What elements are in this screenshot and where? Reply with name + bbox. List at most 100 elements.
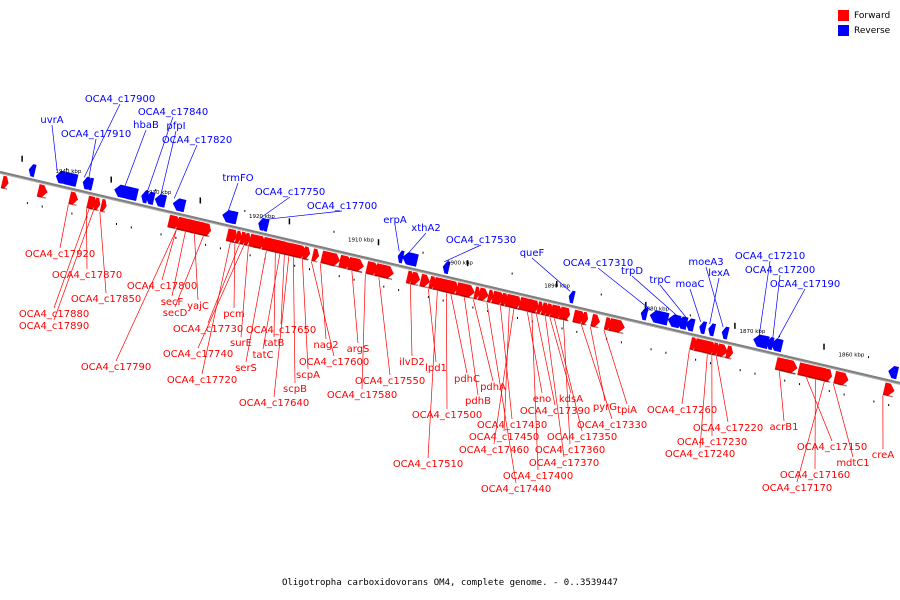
forward-gene-arrow [99, 198, 107, 213]
forward-gene-arrow [0, 175, 9, 190]
kbp-tick-label: 1900 kbp [447, 261, 473, 267]
forward-gene-label: pdhA [480, 382, 506, 393]
forward-gene-label: OCA4_c17350 [547, 432, 617, 443]
forward-gene-arrow [270, 238, 291, 256]
forward-gene-arrow [797, 362, 814, 379]
reverse-gene-arrow [258, 217, 267, 231]
forward-gene-label: OCA4_c17430 [477, 420, 547, 431]
reverse-gene-label: OCA4_c17190 [770, 279, 840, 290]
forward-gene-label: mdtC1 [836, 458, 869, 469]
forward-gene-leader [115, 229, 177, 362]
reverse-gene-leader [772, 274, 781, 339]
forward-gene-leader [681, 350, 690, 405]
reverse-gene-label: hbaB [133, 120, 159, 131]
genome-backbone [0, 170, 900, 385]
forward-gene-leader [161, 229, 177, 281]
forward-gene-label: OCA4_c17880 [19, 309, 89, 320]
forward-gene-arrow [419, 273, 431, 289]
reverse-gene-leader [227, 182, 239, 212]
reverse-gene-leader [689, 288, 702, 323]
forward-gene-leader [427, 288, 437, 363]
forward-gene-arrow [783, 359, 798, 375]
reverse-gene-label: OCA4_c17840 [138, 107, 208, 118]
reverse-gene-label: OCA4_c17900 [85, 94, 155, 105]
forward-gene-arrow [608, 318, 625, 335]
forward-gene-leader [699, 354, 708, 449]
forward-gene-arrow [774, 357, 786, 372]
forward-gene-label: argS [347, 344, 370, 355]
forward-gene-label: OCA4_c17920 [25, 249, 95, 260]
genome-caption: Oligotropha carboxidovorans OM4, complet… [282, 578, 618, 588]
reverse-gene-leader [758, 260, 771, 336]
reverse-gene-label: OCA4_c17200 [745, 265, 815, 276]
reverse-gene-arrow [114, 184, 131, 200]
reverse-gene-leader [259, 196, 291, 219]
reverse-gene-label: lexA [708, 268, 730, 279]
forward-gene-leader [409, 284, 413, 357]
reverse-gene-label: trmFO [222, 173, 253, 184]
forward-gene-label: pdhC [454, 374, 480, 385]
forward-gene-label: tpiA [617, 405, 637, 416]
reverse-gene-arrow [402, 252, 419, 267]
forward-gene-label: OCA4_c17440 [481, 484, 551, 495]
forward-gene-leader [233, 243, 236, 309]
forward-gene-leader [85, 208, 88, 270]
forward-gene-leader [806, 377, 833, 442]
forward-gene-arrow [477, 287, 489, 303]
forward-gene-arrow [302, 246, 311, 261]
forward-gene-label: tatB [264, 338, 285, 349]
forward-gene-arrow [572, 309, 586, 326]
forward-gene-leader [778, 371, 785, 422]
forward-gene-label: secD [163, 308, 188, 319]
forward-gene-arrow [590, 313, 601, 329]
forward-gene-label: surE [230, 338, 252, 349]
reverse-gene-leader [146, 116, 174, 193]
reverse-gene-leader [124, 129, 147, 187]
forward-gene-label: OCA4_c17160 [780, 470, 850, 481]
forward-gene-label: scpA [296, 370, 320, 381]
forward-gene-leader [351, 270, 359, 344]
forward-gene-label: eno [533, 394, 552, 405]
reverse-gene-leader [160, 130, 177, 196]
reverse-gene-leader [709, 277, 720, 325]
forward-gene-leader [796, 381, 825, 483]
forward-gene-arrow [837, 371, 849, 387]
forward-gene-leader [59, 204, 69, 249]
forward-gene-arrow [243, 232, 251, 247]
reverse-gene-arrow [658, 312, 670, 326]
forward-gene-arrow [518, 297, 538, 314]
forward-gene-leader [273, 252, 276, 338]
reverse-gene-label: OCA4_c17700 [307, 201, 377, 212]
reverse-gene-label: xthA2 [411, 223, 440, 234]
forward-gene-arrow [819, 367, 828, 382]
reverse-gene-arrow [766, 337, 775, 351]
reverse-gene-arrow [708, 323, 717, 337]
reverse-gene-arrow [442, 261, 451, 275]
forward-gene-arrow [882, 382, 895, 398]
reverse-gene-label: queF [520, 248, 545, 259]
reverse-gene-arrow [397, 250, 405, 264]
forward-gene-label: OCA4_c17640 [239, 398, 309, 409]
forward-gene-label: OCA4_c17240 [665, 449, 735, 460]
forward-gene-label: OCA4_c17790 [81, 362, 151, 373]
forward-gene-label: OCA4_c17850 [71, 294, 141, 305]
forward-gene-arrow [473, 286, 481, 301]
forward-gene-arrow [558, 306, 570, 322]
forward-gene-label: OCA4_c17370 [529, 458, 599, 469]
forward-gene-arrow [36, 184, 48, 199]
forward-gene-leader [301, 259, 309, 370]
reverse-gene-arrow [87, 177, 95, 191]
reverse-gene-leader [83, 103, 121, 178]
forward-gene-label: pyrG [593, 402, 617, 413]
reverse-gene-arrow [222, 209, 236, 224]
reverse-gene-arrow [775, 339, 784, 353]
forward-gene-leader [207, 244, 240, 324]
forward-gene-label: OCA4_c17600 [299, 357, 369, 368]
forward-gene-label: scpB [283, 384, 307, 395]
reverse-gene-arrow [82, 176, 91, 190]
reverse-gene-label: moaC [676, 279, 705, 290]
reverse-gene-label: uvrA [40, 115, 63, 126]
forward-gene-label: OCA4_c17890 [19, 321, 89, 332]
legend-forward: Forward [838, 8, 890, 23]
